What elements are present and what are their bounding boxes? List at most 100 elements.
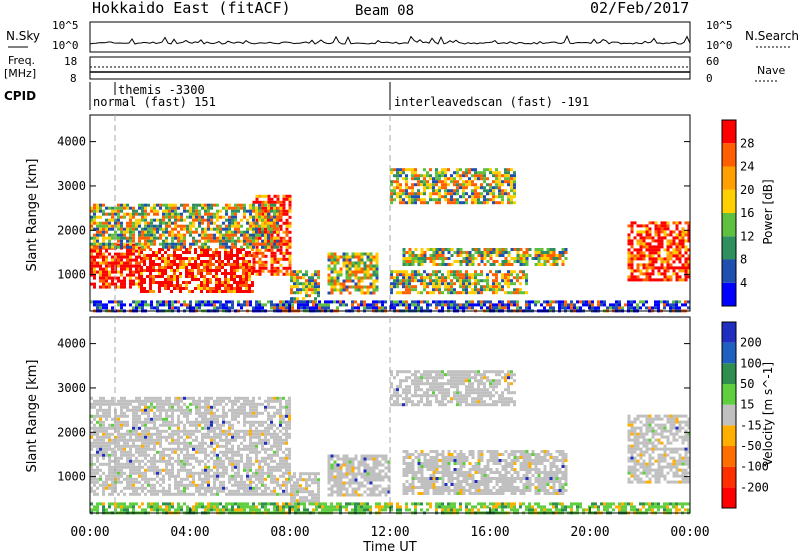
power-cell-4 <box>308 300 311 304</box>
power-cell-1 <box>251 272 254 275</box>
power-cell-3 <box>264 245 267 249</box>
power-cell-6 <box>426 171 429 175</box>
power-cell-5 <box>360 258 364 262</box>
power-cell-5 <box>366 285 370 289</box>
power-cell-5 <box>357 267 361 271</box>
power-cell-2 <box>270 197 274 201</box>
velocity-cell-0 <box>216 474 219 478</box>
velocity-cell-0 <box>189 408 192 412</box>
power-cell-2 <box>279 242 283 246</box>
velocity-cell-0 <box>150 420 153 424</box>
power-cell-8 <box>435 288 438 292</box>
velocity-cell-0 <box>258 486 261 490</box>
power-cell-10 <box>210 300 213 304</box>
power-cell-10 <box>336 300 339 304</box>
power-cell-2 <box>285 257 289 261</box>
power-cell-2 <box>276 260 280 264</box>
power-cell-8 <box>432 282 435 286</box>
power-cell-9 <box>654 248 658 252</box>
power-cell-7 <box>444 257 448 260</box>
power-cell-7 <box>510 263 514 266</box>
power-cell-10 <box>225 306 228 310</box>
power-cell-3 <box>150 242 153 246</box>
velocity-cell-0 <box>102 462 105 466</box>
power-cell-3 <box>249 239 252 243</box>
power-cell-2 <box>288 221 292 225</box>
power-cell-9 <box>642 272 646 276</box>
power-cell-10 <box>336 306 339 310</box>
power-cell-2 <box>282 197 286 201</box>
velocity-cell-0 <box>216 459 219 463</box>
power-cell-10 <box>585 300 588 304</box>
power-cell-9 <box>645 224 649 228</box>
power-cell-4 <box>311 288 314 292</box>
velocity-cell-0 <box>258 423 261 427</box>
power-cell-3 <box>276 239 279 243</box>
power-cell-9 <box>672 230 676 234</box>
power-cell-10 <box>417 300 420 304</box>
power-cell-1 <box>194 275 197 278</box>
power-cell-3 <box>90 224 93 228</box>
power-cell-9 <box>666 233 670 237</box>
power-cell-9 <box>681 230 685 234</box>
power-cell-10 <box>279 300 282 304</box>
power-cell-3 <box>168 233 171 237</box>
velocity-cell-0 <box>219 459 222 463</box>
power-cell-2 <box>261 254 265 258</box>
power-cell-1 <box>218 257 221 260</box>
velocity-cell-0 <box>147 411 150 415</box>
velocity-cell-0 <box>180 450 183 454</box>
power-cell-3 <box>108 242 111 246</box>
velocity-cell-0 <box>150 396 153 400</box>
power-cell-5 <box>366 276 370 280</box>
power-cell-0 <box>126 264 129 268</box>
power-cell-9 <box>657 245 661 249</box>
power-cell-1 <box>215 269 218 272</box>
velocity-cell-0 <box>147 429 150 433</box>
power-cell-3 <box>246 239 249 243</box>
power-cell-1 <box>224 278 227 281</box>
power-cell-3 <box>237 230 240 234</box>
velocity-cell-0 <box>234 411 237 415</box>
power-cell-9 <box>630 272 634 276</box>
power-cell-9 <box>651 248 655 252</box>
power-cell-9 <box>639 239 643 243</box>
power-cell-6 <box>420 192 423 196</box>
power-cell-7 <box>498 248 502 251</box>
power-cell-9 <box>630 221 634 225</box>
velocity-cell-0 <box>171 402 174 406</box>
power-cell-3 <box>228 227 231 231</box>
power-cell-6 <box>405 177 408 181</box>
power-cell-9 <box>660 266 664 270</box>
power-cell-0 <box>99 264 102 268</box>
power-cell-8 <box>438 276 441 280</box>
power-cell-7 <box>492 260 496 263</box>
velocity-cell-0 <box>129 483 132 487</box>
power-cell-3 <box>198 221 201 225</box>
velocity-cell-0 <box>90 432 93 436</box>
power-cell-8 <box>447 285 450 289</box>
power-cell-3 <box>234 209 237 213</box>
power-cell-6 <box>450 177 453 181</box>
power-cell-2 <box>273 251 277 255</box>
power-cell-4 <box>290 279 293 283</box>
power-cell-6 <box>462 195 465 199</box>
power-cell-2 <box>279 215 283 219</box>
velocity-cell-0 <box>96 429 99 433</box>
power-cell-1 <box>164 281 167 284</box>
power-cell-3 <box>207 233 210 237</box>
power-cell-0 <box>135 282 138 286</box>
power-cell-3 <box>267 242 270 246</box>
power-cell-6 <box>492 195 495 199</box>
power-cell-3 <box>213 215 216 219</box>
power-cell-10 <box>495 303 498 307</box>
velocity-cell-0 <box>180 462 183 466</box>
power-cell-10 <box>201 303 204 307</box>
power-cell-3 <box>231 236 234 240</box>
power-cell-4 <box>305 270 308 274</box>
power-cell-8 <box>429 279 432 283</box>
power-cell-6 <box>507 195 510 199</box>
power-cell-3 <box>258 209 261 213</box>
velocity-cell-0 <box>120 432 123 436</box>
velocity-cell-0 <box>198 441 201 445</box>
